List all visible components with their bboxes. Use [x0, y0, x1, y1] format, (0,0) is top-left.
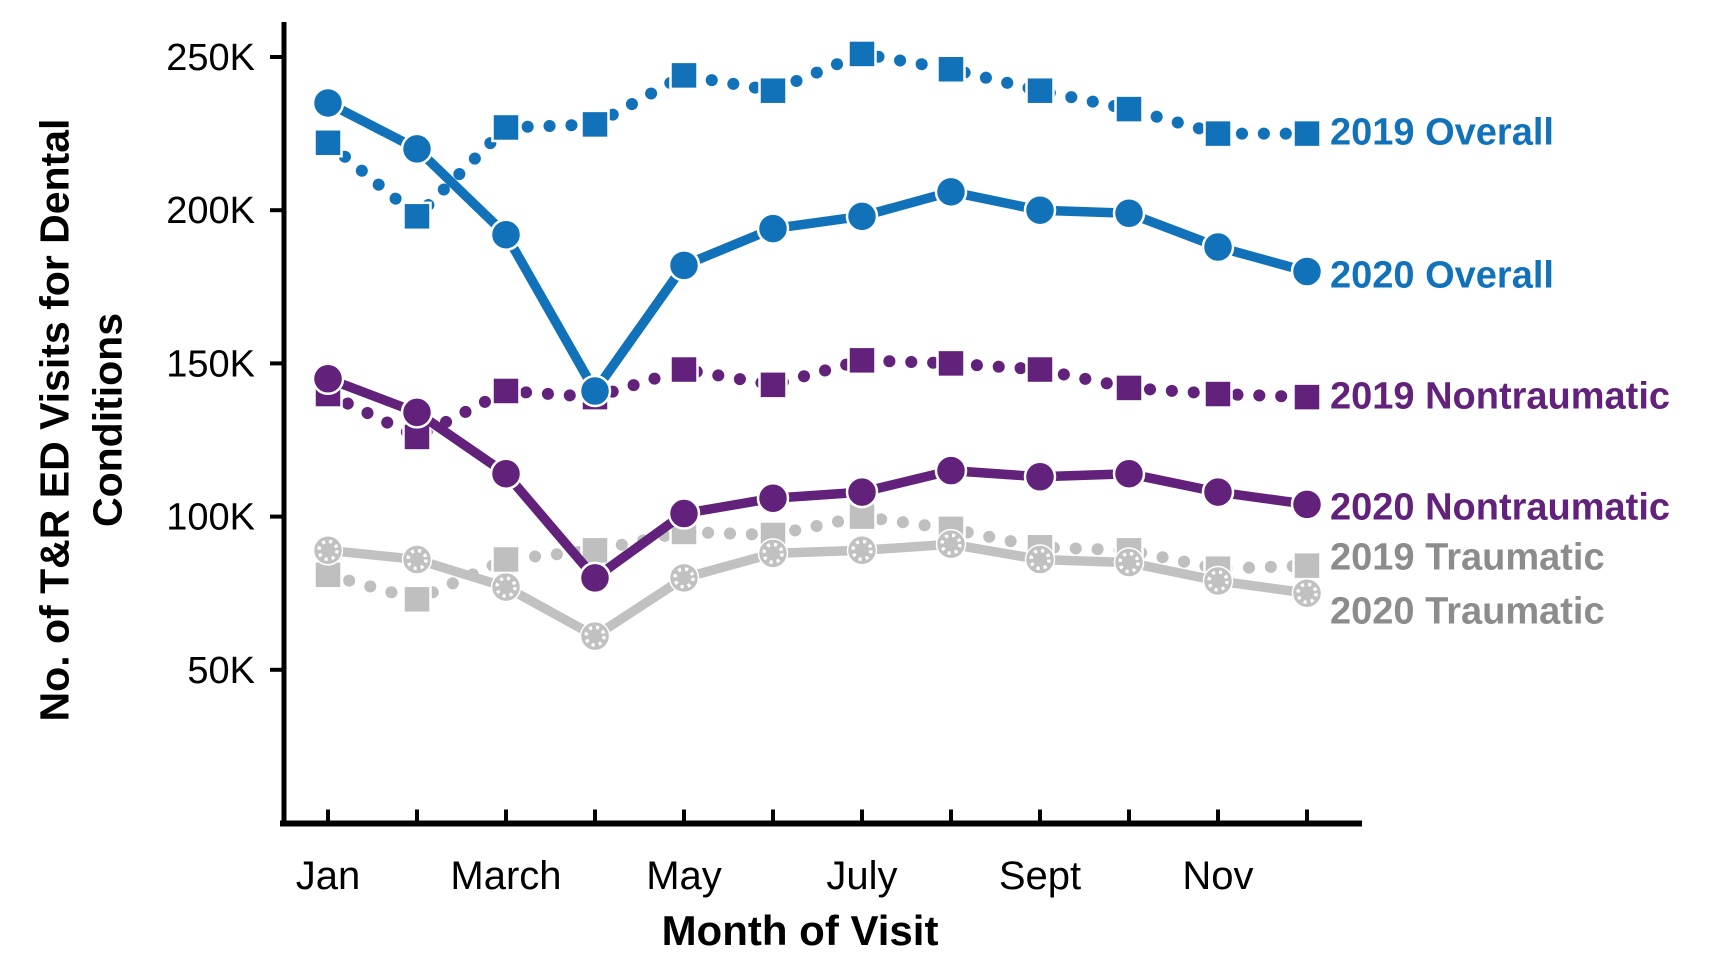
- series-traumatic-2020-marker-ring: [495, 576, 517, 598]
- series-nontraumatic-2020-marker: [1023, 460, 1057, 494]
- legend-label-2019-overall: 2019 Overall: [1330, 111, 1554, 154]
- series-overall-2019-marker: [580, 109, 610, 140]
- series-nontraumatic-2020-marker: [578, 561, 612, 595]
- series-traumatic-2020-marker-ring: [940, 533, 962, 555]
- x-tick-label: Nov: [1182, 854, 1253, 898]
- series-overall-2019-line: [322, 47, 1313, 223]
- series-nontraumatic-2019-marker: [491, 376, 521, 406]
- series-overall-2019-marker: [1114, 94, 1144, 124]
- series-overall-2020-marker: [667, 249, 701, 282]
- series-overall-2020-marker: [489, 218, 523, 251]
- series-nontraumatic-2019-marker: [1025, 354, 1055, 385]
- series-traumatic-2020-marker: [1202, 565, 1234, 597]
- series-overall-2019-marker: [491, 112, 521, 143]
- series-overall-2020-marker: [311, 86, 345, 120]
- series-nontraumatic-2019-marker: [669, 354, 699, 385]
- series-nontraumatic-2020-marker: [1290, 488, 1324, 521]
- series-nontraumatic-2020-marker: [1201, 475, 1235, 509]
- series-overall-2020-marker: [1201, 230, 1235, 264]
- y-axis-title-line1: No. of T&R ED Visits for Dental: [31, 118, 78, 722]
- x-tick-label: July: [826, 854, 897, 898]
- series-overall-2020-marker: [1112, 197, 1146, 230]
- series-nontraumatic-2019-line: [322, 354, 1313, 443]
- series-nontraumatic-2020-marker: [400, 396, 434, 429]
- series-traumatic-2020-marker-ring: [406, 548, 428, 571]
- series-nontraumatic-2020-marker: [756, 481, 790, 515]
- y-tick-label: 50K: [187, 650, 255, 692]
- series-nontraumatic-2019-marker: [1203, 379, 1233, 409]
- series-traumatic-2020-marker: [490, 571, 522, 603]
- series-traumatic-2019-marker: [491, 544, 521, 575]
- series-traumatic-2020-marker: [935, 528, 967, 560]
- y-tick-label: 250K: [166, 37, 255, 79]
- series-traumatic-2019-line: [322, 510, 1313, 606]
- legend-label-2020-traumatic: 2020 Traumatic: [1330, 590, 1605, 633]
- x-tick-label: Sept: [999, 854, 1081, 898]
- series-traumatic-2020-marker-ring: [1296, 582, 1318, 604]
- series-overall-2020-line: [323, 98, 1312, 396]
- series-traumatic-2020-marker: [668, 562, 700, 594]
- series-nontraumatic-2020-marker: [934, 454, 968, 487]
- x-axis-title: Month of Visit: [661, 907, 939, 954]
- series-traumatic-2020-marker-ring: [584, 625, 606, 647]
- x-tick-label: March: [450, 854, 561, 898]
- series-traumatic-2020-marker-ring: [1207, 570, 1229, 592]
- series-overall-2020-marker: [1290, 255, 1324, 288]
- series-nontraumatic-2019-marker: [1292, 382, 1322, 412]
- series-traumatic-2020-marker: [1113, 547, 1145, 578]
- series-overall-2019-marker: [847, 39, 877, 69]
- series-traumatic-2020-marker-ring: [317, 539, 339, 562]
- series-nontraumatic-2019-marker: [758, 370, 788, 400]
- series-traumatic-2020-marker-ring: [673, 567, 695, 589]
- legend-label-2019-nontraumatic: 2019 Nontraumatic: [1330, 375, 1671, 418]
- series-traumatic-2020-marker: [1291, 577, 1323, 609]
- series-traumatic-2020-marker: [846, 535, 878, 566]
- y-axis-title-line2: Conditions: [84, 312, 131, 528]
- series-overall-2019-marker: [1203, 118, 1233, 149]
- series-traumatic-2020-marker-ring: [1118, 551, 1140, 574]
- series-overall-2020-marker: [756, 212, 790, 245]
- series-nontraumatic-2019-marker: [847, 345, 877, 376]
- series-overall-2019-marker: [1025, 75, 1055, 106]
- y-tick-label: 150K: [166, 343, 255, 385]
- series-traumatic-2019-marker: [402, 584, 432, 615]
- series-overall-2020-marker: [934, 175, 968, 209]
- series-nontraumatic-2020-marker: [667, 497, 701, 530]
- legend-label-2020-nontraumatic: 2020 Nontraumatic: [1330, 486, 1671, 529]
- series-overall-2020-marker: [1023, 193, 1057, 227]
- series-nontraumatic-2019-marker: [1114, 373, 1144, 403]
- series-nontraumatic-2020-marker: [489, 457, 523, 490]
- x-tick-label: Jan: [296, 854, 361, 898]
- y-tick-label: 200K: [166, 190, 255, 232]
- series-nontraumatic-2020-marker: [845, 475, 879, 509]
- series-overall-2020-marker: [845, 200, 879, 233]
- series-traumatic-2020-marker-ring: [762, 542, 784, 565]
- series-overall-2019-marker: [313, 128, 343, 158]
- series-overall-2019-marker: [758, 75, 788, 106]
- legend-label-2019-traumatic: 2019 Traumatic: [1330, 536, 1605, 579]
- series-traumatic-2019-marker: [1292, 550, 1322, 581]
- y-tick-label: 100K: [166, 497, 255, 539]
- series-traumatic-2020-marker-ring: [851, 539, 873, 562]
- series-traumatic-2020-marker: [757, 538, 789, 569]
- series-nontraumatic-2020-marker: [311, 362, 345, 395]
- series-overall-2020-marker: [400, 132, 434, 166]
- x-tick-label: May: [646, 854, 722, 898]
- series-traumatic-2020-marker: [1024, 544, 1056, 575]
- series-traumatic-2020-marker: [401, 544, 433, 575]
- series-traumatic-2020-marker: [312, 535, 344, 566]
- legend-label-2020-overall: 2020 Overall: [1330, 254, 1554, 297]
- series-overall-2020-marker: [578, 374, 612, 408]
- series-traumatic-2020-marker-ring: [1029, 548, 1051, 571]
- series-overall-2019-marker: [669, 60, 699, 91]
- series-overall-2019-marker: [1292, 118, 1322, 149]
- series-overall-2019-marker: [402, 201, 432, 232]
- series-nontraumatic-2019-marker: [936, 348, 966, 379]
- series-overall-2019-marker: [936, 54, 966, 85]
- series-traumatic-2020-marker: [579, 620, 611, 652]
- series-nontraumatic-2020-marker: [1112, 457, 1146, 490]
